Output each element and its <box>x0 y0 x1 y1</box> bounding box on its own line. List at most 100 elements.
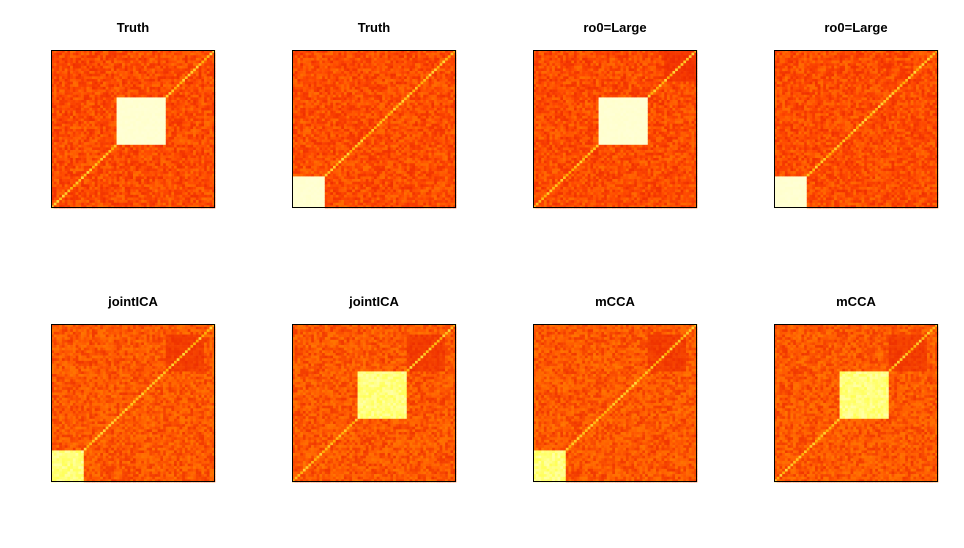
heatmap-cell <box>130 147 134 151</box>
heatmap-cell <box>127 136 131 140</box>
heatmap-cell <box>83 50 87 53</box>
heatmap-cell <box>322 184 326 188</box>
heatmap-cell <box>352 76 356 80</box>
heatmap-cell <box>300 155 304 159</box>
heatmap-cell <box>124 168 128 172</box>
heatmap-cell <box>92 76 96 80</box>
heatmap-cell <box>146 84 150 88</box>
heatmap-cell <box>182 102 186 106</box>
heatmap-cell <box>160 136 164 140</box>
heatmap-cell <box>56 139 60 143</box>
heatmap-cell <box>67 129 71 132</box>
heatmap-cell <box>168 123 172 127</box>
heatmap-cell <box>187 139 191 143</box>
heatmap-cell <box>100 107 104 111</box>
heatmap-cell <box>171 84 175 88</box>
heatmap-cell <box>302 118 306 122</box>
heatmap-cell <box>111 68 115 72</box>
heatmap-cell <box>311 63 315 67</box>
heatmap-cell <box>182 107 186 111</box>
heatmap-cell <box>102 197 106 201</box>
heatmap-cell <box>349 65 353 69</box>
heatmap-cell <box>53 134 57 138</box>
heatmap-cell <box>127 142 131 146</box>
heatmap-cell <box>149 57 153 61</box>
heatmap-cell <box>346 71 350 74</box>
heatmap-cell <box>198 57 202 61</box>
heatmap-cell <box>53 139 57 143</box>
heatmap-cell <box>209 73 213 77</box>
heatmap-cell <box>116 205 120 209</box>
heatmap-cell <box>92 197 96 201</box>
heatmap-cell <box>105 105 109 109</box>
heatmap-cell <box>92 60 96 64</box>
heatmap-cell <box>92 94 96 98</box>
heatmap-cell <box>198 155 202 159</box>
heatmap-cell <box>113 78 117 82</box>
heatmap-cell <box>193 110 197 114</box>
heatmap-cell <box>70 134 74 138</box>
heatmap-cell <box>122 81 126 85</box>
heatmap-cell <box>311 192 315 196</box>
heatmap-cell <box>94 139 98 143</box>
heatmap-cell <box>327 171 331 175</box>
heatmap-cell <box>83 57 87 61</box>
heatmap-cell <box>212 186 216 190</box>
heatmap-cell <box>105 126 109 130</box>
heatmap-cell <box>59 157 63 161</box>
heatmap-cell <box>64 205 68 209</box>
heatmap-cell <box>187 50 191 53</box>
panel-title: Truth <box>51 20 215 36</box>
heatmap-cell <box>324 118 328 122</box>
heatmap-cell <box>297 110 301 114</box>
heatmap-cell <box>130 63 134 67</box>
heatmap-cell <box>67 184 71 188</box>
heatmap-cell <box>168 139 172 143</box>
heatmap-cell <box>122 139 126 143</box>
heatmap-cell <box>292 118 296 122</box>
heatmap-cell <box>53 197 57 201</box>
heatmap-cell <box>146 65 150 69</box>
heatmap-cell <box>206 123 210 127</box>
heatmap-cell <box>292 76 296 80</box>
heatmap-cell <box>149 92 153 96</box>
heatmap-cell <box>56 78 60 82</box>
heatmap-cell <box>122 86 126 90</box>
heatmap-cell <box>201 144 205 148</box>
heatmap-cell <box>308 60 312 64</box>
heatmap-cell <box>182 173 186 177</box>
heatmap-cell <box>330 192 334 196</box>
heatmap-cell <box>338 105 342 109</box>
heatmap-cell <box>130 121 134 125</box>
heatmap-cell <box>92 118 96 122</box>
heatmap-cell <box>302 163 306 167</box>
heatmap-cell <box>157 76 161 80</box>
heatmap-cell <box>330 139 334 143</box>
heatmap-cell <box>141 118 145 122</box>
heatmap-cell <box>130 113 134 117</box>
heatmap-cell <box>89 57 93 61</box>
heatmap-cell <box>319 81 323 85</box>
heatmap-cell <box>354 52 358 56</box>
heatmap-cell <box>322 92 326 96</box>
heatmap-cell <box>78 118 82 122</box>
heatmap-cell <box>316 163 320 167</box>
heatmap-cell <box>86 50 90 53</box>
heatmap-cell <box>193 97 197 101</box>
heatmap-cell <box>308 52 312 56</box>
heatmap-cell <box>146 105 150 109</box>
heatmap-cell <box>61 121 65 125</box>
heatmap-cell <box>86 202 90 206</box>
heatmap-cell <box>64 110 68 114</box>
heatmap-cell <box>179 84 183 88</box>
heatmap-cell <box>176 105 180 109</box>
heatmap-cell <box>184 115 188 119</box>
heatmap-cell <box>86 150 90 153</box>
heatmap-cell <box>157 202 161 206</box>
heatmap-cell <box>327 184 331 188</box>
heatmap-cell <box>124 105 128 109</box>
heatmap-cell <box>349 179 353 182</box>
heatmap-cell <box>56 68 60 72</box>
heatmap-cell <box>313 97 317 101</box>
heatmap-cell <box>83 136 87 140</box>
